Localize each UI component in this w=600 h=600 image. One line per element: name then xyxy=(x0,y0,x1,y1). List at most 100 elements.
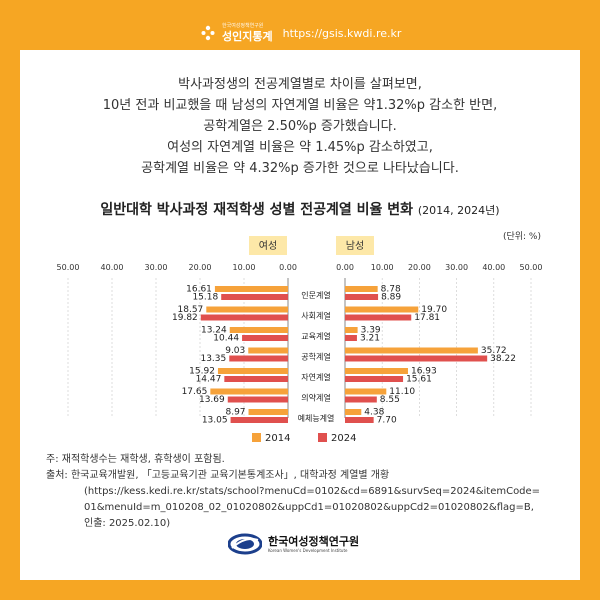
bar-2014 xyxy=(345,388,387,395)
data-label: 13.24 xyxy=(201,326,227,336)
intro-line: 공학계열은 2.50%p 증가했습니다. xyxy=(203,119,397,134)
bar-2014 xyxy=(345,286,378,292)
x-tick-label: 40.00 xyxy=(482,263,505,272)
legend-label: 2024 xyxy=(331,433,356,444)
brand-logo-icon xyxy=(201,25,215,41)
category-label: 교육계열 xyxy=(301,331,330,341)
bar-2014 xyxy=(206,306,288,313)
data-label: 35.72 xyxy=(481,346,507,356)
bar-2014 xyxy=(345,327,358,333)
chart-title: 일반대학 박사과정 재적학생 성별 전공계열 비율 변화 (2014, 2024… xyxy=(0,199,600,219)
data-label: 16.61 xyxy=(186,285,212,295)
data-label: 8.55 xyxy=(380,395,400,405)
brand-org-name: 한국여성정책연구원 xyxy=(222,23,264,29)
brand-url[interactable]: https://gsis.kwdi.re.kr xyxy=(282,26,402,40)
data-label: 18.57 xyxy=(178,305,204,315)
category-label: 인문계열 xyxy=(301,290,330,300)
bar-2014 xyxy=(345,347,478,354)
data-label: 17.65 xyxy=(182,387,208,397)
x-tick-label: 20.00 xyxy=(189,263,212,272)
bar-2014 xyxy=(345,409,362,415)
category-label: 자연계열 xyxy=(301,372,330,382)
data-label: 15.61 xyxy=(406,375,432,385)
data-label: 15.18 xyxy=(192,293,218,303)
x-tick-label: 40.00 xyxy=(101,263,124,272)
content-panel xyxy=(20,50,580,580)
intro-line: 여성의 자연계열 비율은 약 1.45%p 감소하였고, xyxy=(167,140,433,155)
bar-2024 xyxy=(345,355,488,362)
footnote: 주: 재적학생수는 재학생, 휴학생이 포함됨. xyxy=(46,454,225,465)
x-tick-label: 30.00 xyxy=(145,263,168,272)
bar-2024 xyxy=(242,335,288,341)
x-tick-label: 20.00 xyxy=(408,263,431,272)
x-tick-label: 50.00 xyxy=(57,263,80,272)
x-tick-label: 0.00 xyxy=(279,263,297,272)
bar-2014 xyxy=(229,327,288,333)
brand-text: 한국여성정책연구원 성인지통계 xyxy=(222,23,273,43)
category-label: 의약계열 xyxy=(301,393,330,403)
bar-2024 xyxy=(345,335,357,341)
data-label: 4.38 xyxy=(364,408,384,418)
brand-service-name: 성인지통계 xyxy=(222,30,273,43)
data-label: 13.35 xyxy=(200,354,226,364)
data-label: 3.39 xyxy=(361,326,381,336)
panel-label-bg xyxy=(249,236,287,255)
category-label: 사회계열 xyxy=(301,311,330,321)
intro-line: 박사과정생의 전공계열별로 차이를 살펴보면, xyxy=(178,77,422,92)
data-label: 8.97 xyxy=(225,408,245,418)
data-label: 38.22 xyxy=(490,354,516,364)
bar-2014 xyxy=(345,368,408,374)
data-label: 10.44 xyxy=(213,334,239,344)
unit-label: (단위: %) xyxy=(503,231,541,242)
bar-2024 xyxy=(224,376,288,382)
panel-label: 여성 xyxy=(259,240,277,252)
bar-2014 xyxy=(217,368,288,374)
bar-2014 xyxy=(345,306,419,313)
data-label: 19.70 xyxy=(421,305,447,315)
bar-2014 xyxy=(210,388,288,395)
kwdi-logo-icon xyxy=(228,533,262,555)
bar-2024 xyxy=(345,376,404,382)
bar-2024 xyxy=(229,355,288,362)
x-tick-label: 50.00 xyxy=(520,263,543,272)
panel-label-bg xyxy=(336,236,374,255)
data-label: 15.92 xyxy=(189,367,215,377)
category-label: 공학계열 xyxy=(301,352,330,362)
source-url-line: (https://kess.kedi.re.kr/stats/school?me… xyxy=(84,486,541,497)
source-url-line: 01&menuId=m_010208_02_01020802&uppCd1=01… xyxy=(84,502,534,513)
bar-2014 xyxy=(248,409,288,415)
footer-text: 한국여성정책연구원 Korean Women's Development Ins… xyxy=(268,536,359,553)
intro-line: 공학계열 비율은 약 4.32%p 증가한 것으로 나타났습니다. xyxy=(141,161,459,176)
data-label: 17.81 xyxy=(414,313,440,323)
data-label: 11.10 xyxy=(389,387,415,397)
bar-2024 xyxy=(345,294,379,300)
chart-title-main: 일반대학 박사과정 재적학생 성별 전공계열 비율 변화 xyxy=(100,202,414,218)
bar-2024 xyxy=(221,294,288,300)
data-label: 13.69 xyxy=(199,395,225,405)
panel-label: 남성 xyxy=(346,240,364,252)
bar-2024 xyxy=(345,314,412,321)
bar-2024 xyxy=(200,314,288,321)
data-label: 7.70 xyxy=(377,416,397,426)
data-label: 8.89 xyxy=(381,293,401,303)
brand-header: 한국여성정책연구원 성인지통계 https://gsis.kwdi.re.kr xyxy=(200,18,401,48)
x-tick-label: 10.00 xyxy=(371,263,394,272)
data-label: 14.47 xyxy=(196,375,222,385)
footer-logo: 한국여성정책연구원 Korean Women's Development Ins… xyxy=(228,533,359,555)
legend-swatch-2024 xyxy=(318,433,327,442)
x-tick-label: 30.00 xyxy=(445,263,468,272)
data-label: 19.82 xyxy=(172,313,198,323)
x-tick-label: 0.00 xyxy=(336,263,354,272)
data-label: 13.05 xyxy=(202,416,228,426)
data-label: 9.03 xyxy=(225,346,245,356)
data-label: 3.21 xyxy=(360,334,380,344)
data-label: 16.93 xyxy=(411,367,437,377)
source-date-line: 인출: 2025.02.10) xyxy=(84,518,171,529)
data-label: 8.78 xyxy=(381,285,401,295)
bar-2024 xyxy=(345,417,374,423)
bar-2024 xyxy=(227,396,288,403)
intro-line: 10년 전과 비교했을 때 남성의 자연계열 비율은 약1.32%p 감소한 반… xyxy=(102,98,498,113)
bar-2014 xyxy=(248,347,288,354)
bar-2024 xyxy=(345,396,377,403)
